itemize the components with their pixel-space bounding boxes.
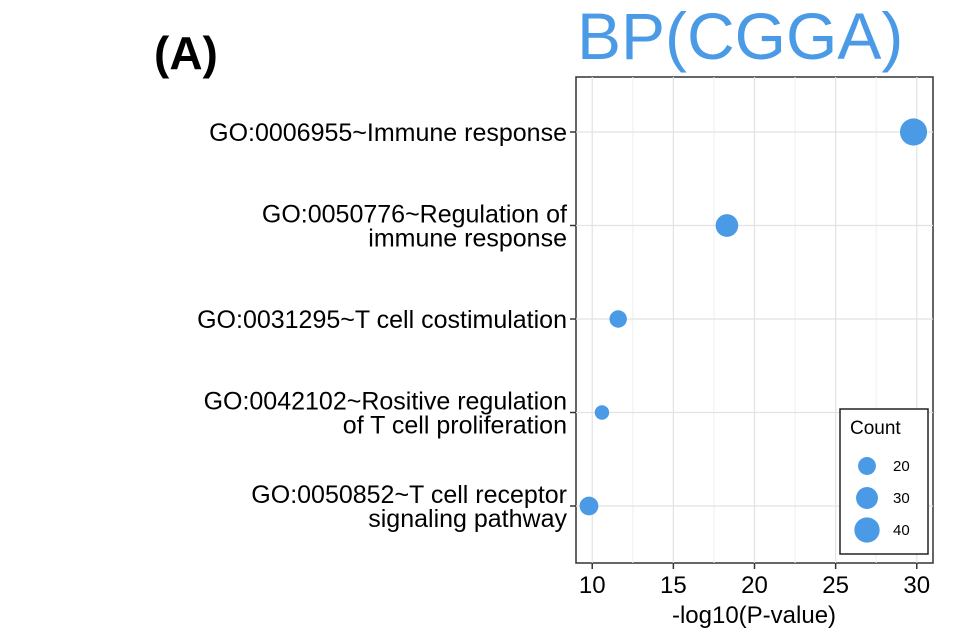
x-tick-label: 25 xyxy=(822,572,849,599)
y-tick-label: GO:0006955~Immune response xyxy=(209,119,567,147)
y-tick-label: GO:0050776~Regulation of xyxy=(262,201,567,229)
data-point xyxy=(594,405,610,420)
y-tick-label: GO:0042102~Rositive regulation xyxy=(204,388,567,416)
legend-label: 20 xyxy=(893,458,910,475)
data-point xyxy=(899,118,928,146)
x-tick-label: 10 xyxy=(579,572,606,599)
data-points xyxy=(579,118,928,516)
legend: Count 20 30 40 xyxy=(839,408,929,555)
gridlines xyxy=(576,77,933,563)
legend-items: 20 30 40 xyxy=(854,457,910,543)
y-tick-label: GO:0050852~T cell receptor xyxy=(251,481,567,509)
legend-label: 40 xyxy=(893,522,910,539)
data-point xyxy=(609,310,627,328)
y-tick-label: immune response xyxy=(368,225,567,253)
legend-title: Count xyxy=(850,418,901,439)
panel-label: (A) xyxy=(154,27,218,79)
legend-label: 30 xyxy=(893,490,910,507)
x-tick-label: 20 xyxy=(741,572,768,599)
legend-point xyxy=(854,517,880,543)
legend-point xyxy=(856,487,878,509)
data-point xyxy=(579,496,599,516)
x-axis-title: -log10(P-value) xyxy=(672,602,836,629)
y-tick-label: of T cell proliferation xyxy=(343,412,567,440)
x-tick-label: 30 xyxy=(903,572,930,599)
x-tick-label: 15 xyxy=(660,572,687,599)
y-axis: GO:0006955~Immune response GO:0050776~Reg… xyxy=(197,119,576,533)
legend-point xyxy=(858,457,876,475)
chart-title: BP(CGGA) xyxy=(577,0,904,73)
data-point xyxy=(715,214,739,237)
x-axis: 10 15 20 25 30 xyxy=(579,563,930,599)
y-tick-label: GO:0031295~T cell costimulation xyxy=(197,306,567,334)
y-tick-label: signaling pathway xyxy=(368,505,567,533)
